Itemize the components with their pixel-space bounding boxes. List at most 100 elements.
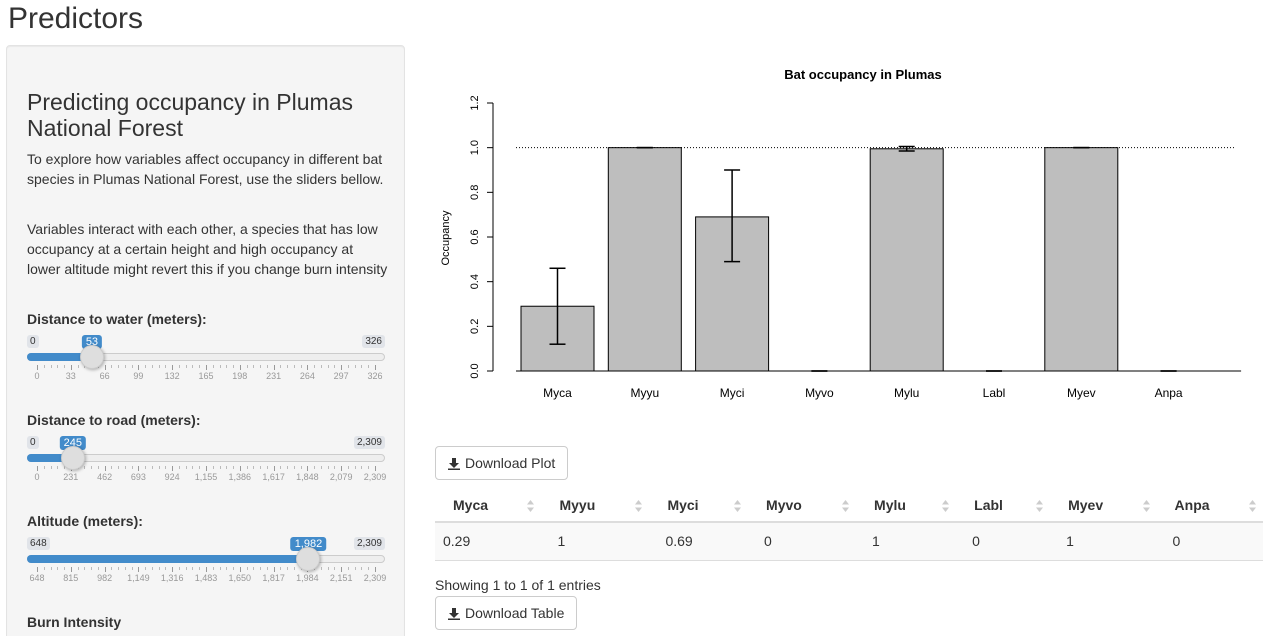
table-column-header[interactable]: Mylu [856, 488, 957, 523]
download-table-button[interactable]: Download Table [435, 596, 578, 630]
table-column-header[interactable]: Myvo [748, 488, 857, 523]
slider-minor-tick [199, 567, 201, 570]
table-cell: 1 [856, 522, 957, 561]
slider-minor-tick [246, 365, 248, 368]
altitude-slider[interactable]: 648 2,309 1,982 648 815 982 1,149 1,316 1,483 1,6… [27, 537, 386, 597]
slider-minor-tick [266, 567, 268, 570]
chart-x-tick-label: Anpa [1155, 386, 1183, 400]
chart-y-axis-label: Occupancy [440, 210, 452, 266]
slider-tick [70, 567, 72, 572]
slider-minor-tick [233, 365, 235, 368]
slider-handle[interactable] [296, 547, 321, 571]
download-table-label: Download Table [465, 605, 565, 621]
slider-minor-tick [199, 466, 201, 469]
slider-minor-tick [111, 466, 113, 469]
chart-y-tick-label: 0.4 [469, 274, 481, 289]
table-column-header[interactable]: Labl [956, 488, 1051, 523]
slider-minor-tick [43, 466, 45, 469]
slider-handle[interactable] [79, 345, 104, 369]
chart-y-tick-label: 0.8 [469, 185, 481, 200]
sort-arrows-icon [527, 499, 535, 515]
chart-y-tick-label: 0.2 [469, 319, 481, 334]
slider-minor-tick [118, 567, 120, 570]
sort-arrows-icon [1249, 499, 1256, 515]
slider-minor-tick [347, 365, 349, 368]
column-header-label: Myyu [559, 496, 596, 513]
slider-minor-tick [151, 365, 153, 368]
slider-tick [37, 466, 38, 471]
slider-tick-label: 0 [34, 371, 40, 381]
slider-minor-tick [57, 466, 59, 469]
slider-minor-tick [327, 567, 329, 570]
table-column-header[interactable]: Myev [1050, 488, 1157, 523]
column-header-label: Myev [1068, 496, 1104, 513]
slider-minor-tick [124, 365, 126, 368]
slider-tick [273, 365, 275, 370]
slider-minor-tick [212, 365, 214, 368]
slider-tick-label: 198 [232, 371, 248, 381]
slider-tick [37, 365, 38, 370]
download-icon [448, 457, 460, 470]
slider-minor-tick [233, 567, 235, 570]
slider-tick-label: 132 [164, 371, 180, 381]
slider-tick [341, 466, 343, 471]
slider-minor-tick [368, 466, 370, 469]
table-column-header[interactable]: Myci [649, 488, 749, 523]
chart-x-tick-label: Mylu [894, 386, 919, 400]
water-distance-slider[interactable]: 0 326 53 0 33 66 99 132 165 198 231 264 297 326 [27, 335, 385, 395]
burn-intensity-label: Burn Intensity [27, 614, 122, 630]
table-column-header[interactable]: Myca [435, 488, 542, 523]
table-column-header[interactable]: Myyu [541, 488, 650, 523]
slider-minor-tick [334, 466, 336, 469]
slider-tick-label: 1,617 [262, 472, 285, 482]
slider-minor-tick [354, 567, 356, 570]
slider-tick-label: 264 [299, 371, 315, 381]
slider-minor-tick [300, 365, 302, 368]
slider-minor-tick [293, 365, 295, 368]
slider-minor-tick [260, 466, 262, 469]
slider-tick [273, 466, 275, 471]
slider-minor-tick [347, 567, 349, 570]
slider-minor-tick [280, 466, 282, 469]
slider-minor-tick [212, 466, 214, 469]
slider-minor-tick [64, 365, 66, 368]
slider-minor-tick [57, 365, 59, 368]
slider-tick-label: 2,079 [329, 472, 353, 482]
slider-tick-label: 1,984 [296, 573, 319, 583]
table-cell: 1 [541, 522, 650, 561]
chart-x-tick-label: Myev [1067, 386, 1096, 400]
slider-minor-tick [158, 567, 160, 570]
slider-minor-tick [124, 567, 126, 570]
sidebar-panel: Predicting occupancy in Plumas National … [6, 45, 405, 636]
column-header-label: Myci [667, 496, 699, 513]
slider-minor-tick [111, 365, 113, 368]
slider-minor-tick [253, 567, 255, 570]
column-header-label: Myca [453, 496, 489, 513]
slider-minor-tick [111, 567, 113, 570]
download-plot-button[interactable]: Download Plot [435, 446, 569, 480]
chart-x-tick-label: Myci [720, 386, 745, 400]
chart-x-tick-label: Labl [983, 386, 1006, 400]
slider-tick-label: 1,817 [262, 573, 285, 583]
slider-tick [172, 466, 174, 471]
slider-tick-label: 165 [198, 371, 214, 381]
road-distance-slider[interactable]: 0 2,309 245 0 231 462 693 924 1,155 1,386 1,617 1,8… [27, 436, 386, 496]
slider-minor-tick [361, 567, 363, 570]
table-column-header[interactable]: Anpa [1156, 488, 1263, 523]
slider-minor-tick [192, 466, 194, 469]
slider-tick [341, 567, 343, 572]
slider-minor-tick [260, 365, 262, 368]
slider-min-label: 0 [27, 335, 39, 348]
table-cell: 0.29 [435, 522, 542, 561]
slider-handle[interactable] [60, 446, 85, 470]
slider-minor-tick [361, 466, 363, 469]
slider-minor-tick [334, 567, 336, 570]
slider-minor-tick [260, 567, 262, 570]
table-row: 0.29 1 0.69 0 1 0 1 0 [435, 522, 1263, 561]
slider-tick-label: 1,316 [160, 573, 184, 583]
slider-tick [206, 567, 207, 572]
slider-tick [341, 365, 343, 370]
slider-minor-tick [354, 365, 356, 368]
intro-paragraph: To explore how variables affect occupanc… [27, 151, 384, 187]
slider-minor-tick [226, 567, 228, 570]
